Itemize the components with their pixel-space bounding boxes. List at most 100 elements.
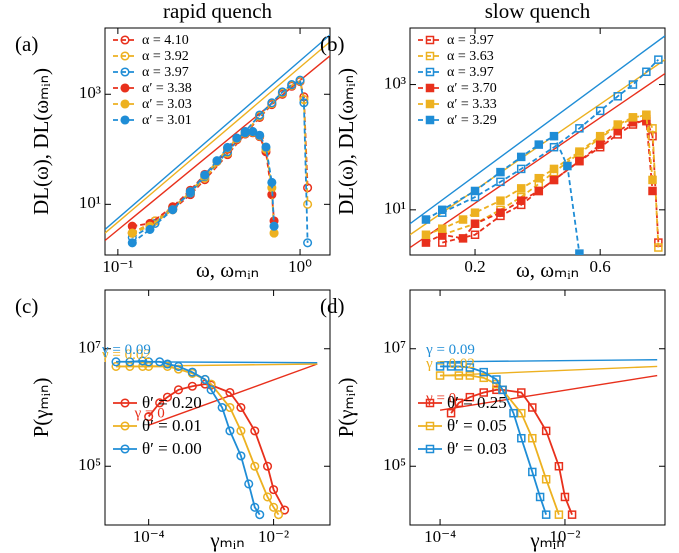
marker — [496, 208, 505, 217]
data-area — [111, 356, 318, 520]
marker — [528, 403, 537, 412]
marker — [438, 205, 447, 215]
x-tick-label: 10⁻¹ — [102, 257, 133, 276]
marker — [187, 381, 197, 391]
marker — [168, 205, 178, 215]
legend-label: α = 3.63 — [447, 49, 494, 64]
legend: θ′ = 0.20 θ′ = 0.01 θ′ = 0.00 — [113, 393, 202, 458]
legend-label: α = 3.97 — [447, 65, 494, 80]
legend-marker — [425, 398, 435, 408]
marker — [269, 221, 279, 231]
legend-marker — [120, 35, 130, 45]
fit-line — [105, 41, 330, 234]
marker — [236, 402, 246, 413]
legend-marker — [120, 421, 130, 431]
marker — [250, 502, 260, 512]
marker — [517, 408, 526, 418]
marker — [223, 142, 233, 153]
marker — [628, 80, 638, 89]
y-tick-label: 10³ — [79, 83, 101, 102]
series-line — [450, 388, 573, 515]
marker — [185, 187, 195, 197]
marker — [549, 164, 559, 174]
marker — [595, 106, 605, 116]
marker — [244, 479, 254, 489]
legend-label: α′ = 3.29 — [447, 113, 497, 128]
marker — [232, 133, 242, 143]
legend-label: θ′ = 0.01 — [142, 416, 202, 435]
legend-label: θ′ = 0.03 — [447, 439, 507, 458]
marker — [200, 374, 210, 385]
marker — [299, 95, 309, 105]
marker — [127, 228, 137, 238]
x-tick-label: 0.2 — [464, 257, 485, 276]
legend-marker — [425, 35, 435, 45]
marker — [534, 173, 544, 183]
marker — [496, 177, 505, 187]
legend: θ′ = 0.25 θ′ = 0.05 θ′ = 0.03 — [418, 393, 507, 458]
marker — [535, 492, 545, 502]
marker — [516, 184, 526, 193]
marker — [528, 433, 537, 443]
fit-line — [410, 72, 665, 249]
series-line — [441, 59, 660, 214]
legend-label: α = 3.92 — [142, 49, 189, 64]
marker — [517, 388, 526, 397]
legend-marker — [120, 51, 130, 61]
marker — [145, 224, 155, 234]
marker — [295, 75, 305, 85]
panel-label: (c) — [15, 294, 38, 318]
marker — [125, 357, 135, 367]
marker — [454, 362, 464, 371]
marker — [269, 502, 279, 512]
legend-marker — [425, 83, 435, 93]
panel-label: (b) — [320, 32, 345, 56]
fit-line — [410, 35, 665, 225]
marker — [240, 128, 250, 138]
legend-marker — [425, 115, 435, 125]
marker — [628, 113, 638, 122]
marker — [206, 385, 216, 395]
marker — [575, 249, 584, 255]
fit-line — [440, 359, 658, 363]
data-area — [410, 35, 665, 255]
legend-label: α′ = 3.70 — [447, 81, 497, 96]
marker — [421, 230, 431, 240]
marker — [454, 398, 464, 408]
legend-marker — [120, 83, 130, 93]
legend-label: θ′ = 0.25 — [447, 393, 507, 412]
marker — [642, 67, 651, 77]
marker — [267, 98, 277, 108]
marker — [613, 92, 622, 101]
legend-marker — [120, 115, 130, 125]
y-axis-label: P(γₘᵢₙ) — [334, 378, 358, 438]
plot-frame — [104, 289, 331, 526]
marker — [446, 408, 456, 418]
marker — [299, 98, 309, 108]
y-tick-label: 10⁵ — [78, 455, 101, 474]
legend-label: α = 3.97 — [142, 65, 189, 80]
data-area — [435, 359, 658, 519]
y-axis-label: DL(ω), DL(ωₘᵢₙ) — [29, 68, 53, 215]
x-tick-label: 0.6 — [590, 257, 611, 276]
marker — [446, 362, 456, 371]
marker — [554, 462, 564, 471]
marker — [262, 492, 273, 502]
fit-line — [105, 34, 330, 230]
marker — [470, 186, 480, 196]
y-tick-label: 10⁷ — [383, 338, 406, 357]
marker — [155, 357, 165, 367]
y-tick-label: 10¹ — [384, 199, 406, 218]
legend-label: θ′ = 0.05 — [447, 416, 507, 435]
plot-frame — [409, 289, 666, 526]
marker — [563, 161, 572, 171]
panel-title: slow quench — [485, 0, 591, 23]
marker — [438, 224, 447, 233]
marker — [454, 371, 464, 380]
marker — [575, 147, 584, 156]
marker — [421, 238, 431, 247]
marker — [492, 375, 501, 384]
x-tick-label: 10⁻⁴ — [133, 527, 165, 546]
y-axis-label: DL(ω), DL(ωₘᵢₙ) — [334, 68, 358, 215]
